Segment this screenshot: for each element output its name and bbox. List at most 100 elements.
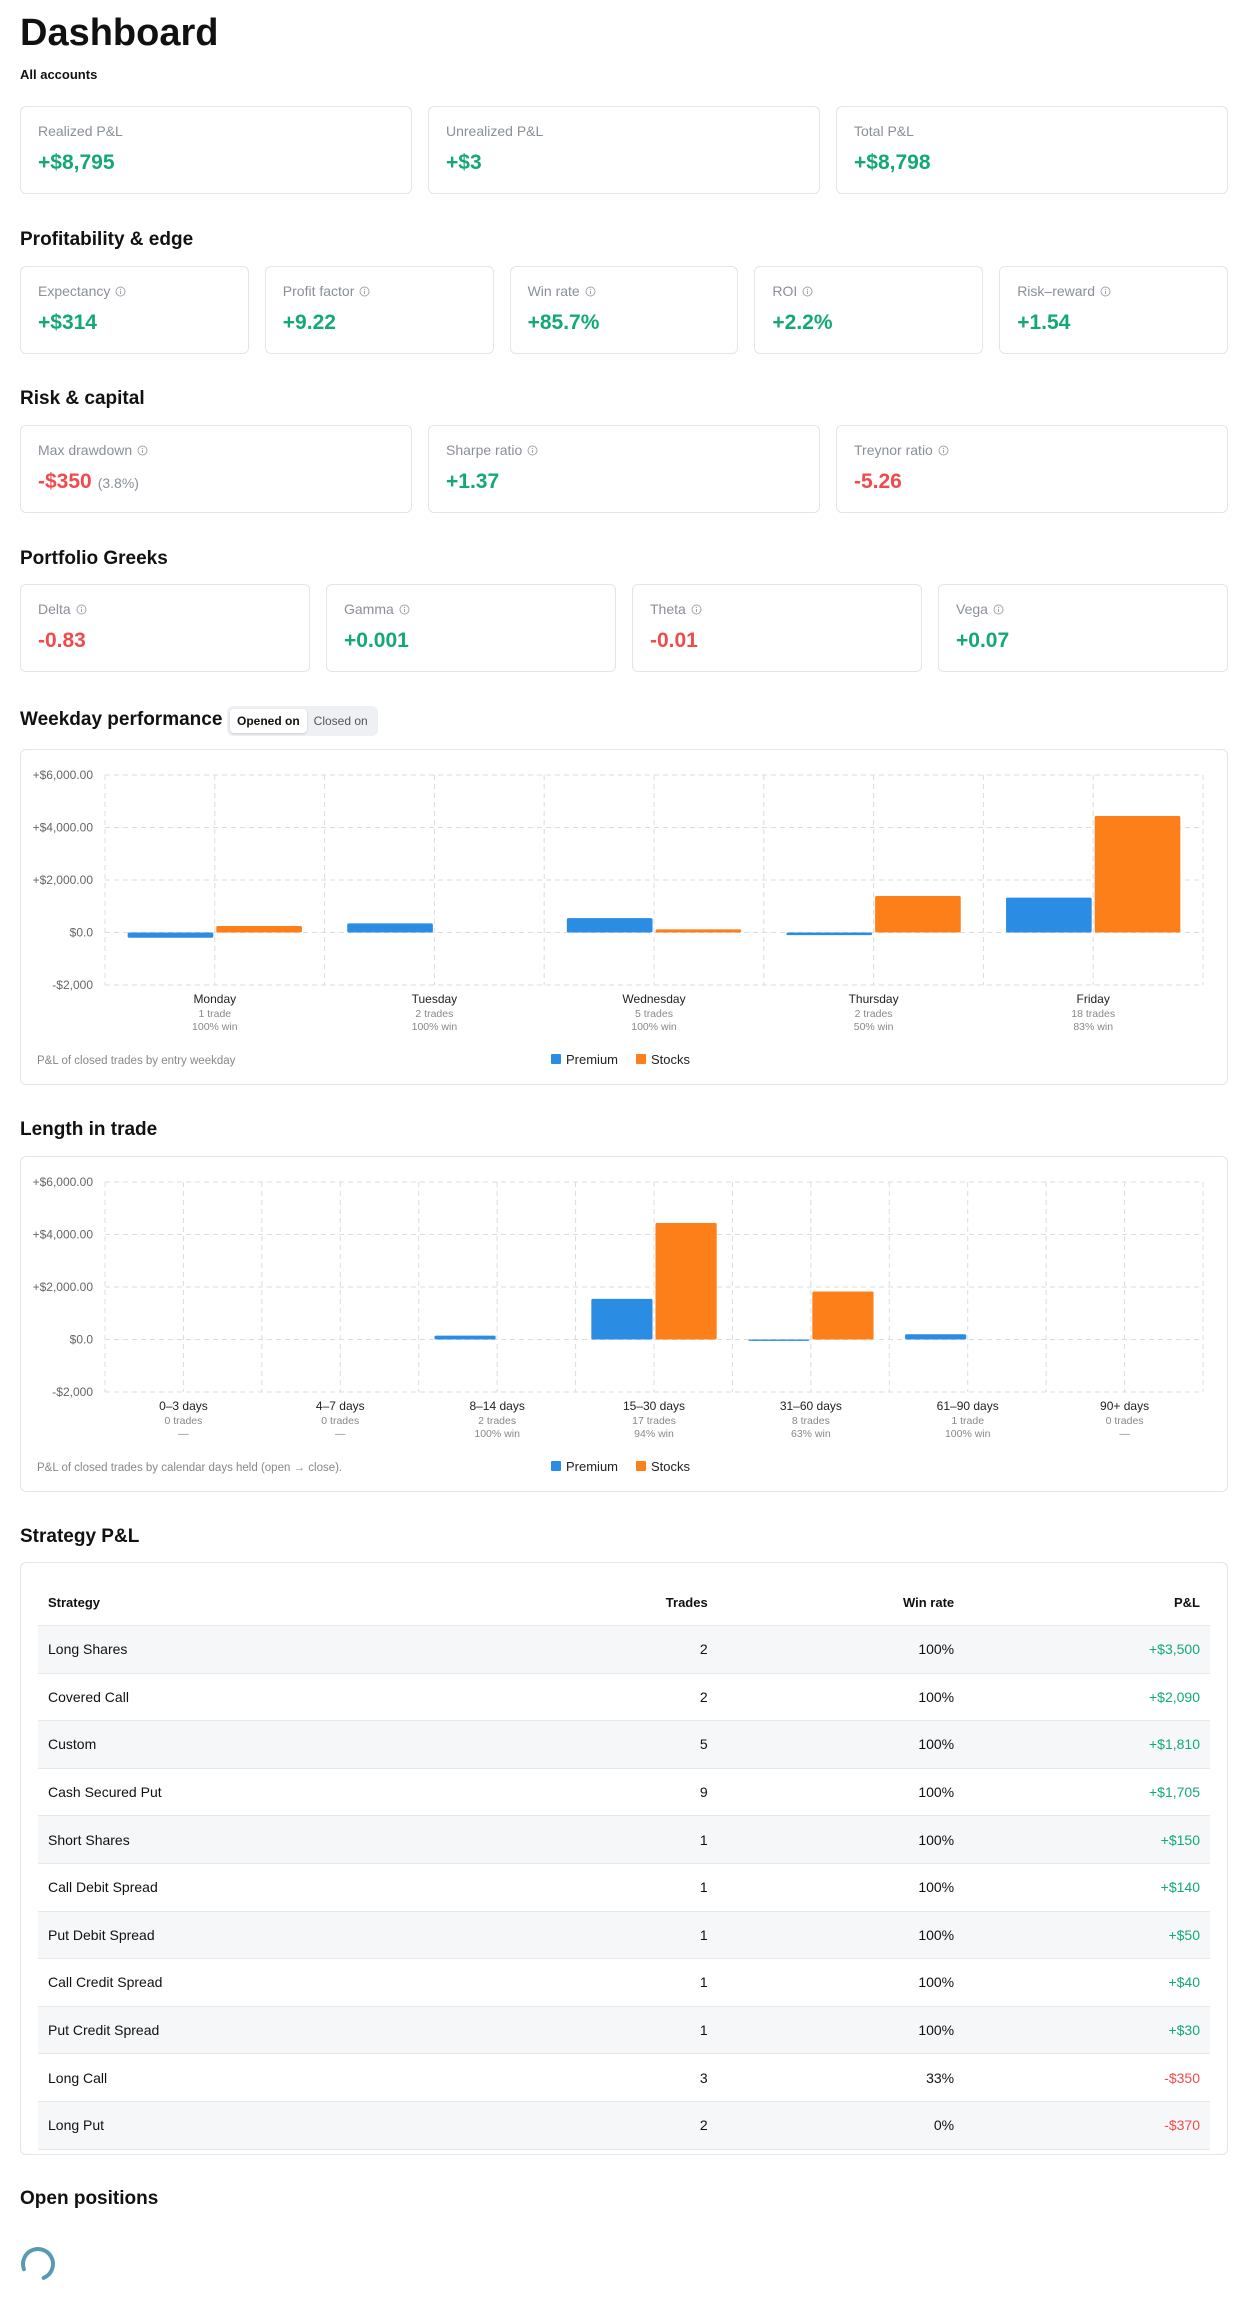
x-tick-detail: 100% win xyxy=(631,1021,677,1033)
table-cell: 3 xyxy=(503,2053,718,2102)
x-tick-detail: 2 trades xyxy=(415,1008,453,1020)
table-cell: 0% xyxy=(717,2101,965,2150)
legend-swatch xyxy=(551,1054,561,1064)
bar xyxy=(655,929,742,933)
info-circle xyxy=(137,445,148,455)
section-title: Portfolio Greeks xyxy=(20,548,168,569)
table-cell: Call Debit Spread xyxy=(38,1863,504,1912)
table-cell: 100% xyxy=(717,1673,965,1722)
table-cell: +$150 xyxy=(964,1815,1210,1864)
x-tick-detail: — xyxy=(178,1428,189,1440)
table-cell: Put Credit Spread xyxy=(38,2006,504,2055)
info-dot xyxy=(695,606,698,608)
table-cell: -$370 xyxy=(964,2101,1210,2150)
y-tick-label: +$4,000.00 xyxy=(33,821,94,835)
table-cell: 100% xyxy=(717,1768,965,1817)
greek-cards: Delta -0.83 Gamma +0.001 Theta -0.01 Vega +0.07 xyxy=(20,584,1228,672)
table-cell: 2 xyxy=(503,1673,718,1722)
header: Dashboard xyxy=(20,12,218,55)
profitability-cards: Expectancy +$314 Profit factor +9.22 Win rat… xyxy=(20,266,1228,354)
info-dot xyxy=(942,447,945,449)
info-dot xyxy=(80,606,82,608)
stat-value-row: -$350 (3.8%) xyxy=(38,470,394,494)
stat-card: Gamma +0.001 xyxy=(326,584,616,672)
stat-value-row: -0.83 xyxy=(38,629,292,653)
stat-value-row: +9.22 xyxy=(283,311,476,335)
toggle-option[interactable]: Closed on xyxy=(313,714,368,728)
table-cell: Short Shares xyxy=(38,1815,504,1864)
table-cell: Long Put xyxy=(38,2101,504,2150)
stat-label: Total P&L xyxy=(854,123,914,139)
stat-card: Total P&L +$8,798 xyxy=(836,106,1228,194)
stat-label: Profit factor xyxy=(282,283,355,299)
chart-card: -$2,000 $0.0 +$2,000.00 +$4,000.00 +$6,000.0… xyxy=(20,1156,1228,1492)
info-circle xyxy=(359,286,370,296)
table-row: Cash Secured Put 9 100% +$1,705 xyxy=(38,1768,1210,1817)
table-cell: 1 xyxy=(503,1958,718,2007)
legend-label: Premium xyxy=(566,1052,618,1067)
x-tick-detail: 50% win xyxy=(854,1021,894,1033)
x-tick-detail: 100% win xyxy=(945,1428,991,1440)
stat-value: +2.2% xyxy=(772,311,833,334)
stat-card: Delta -0.83 xyxy=(20,584,310,672)
table-cell: -$350 xyxy=(964,2053,1210,2102)
y-tick-label: +$6,000.00 xyxy=(33,768,94,782)
toggle-option[interactable]: Opened on xyxy=(230,709,307,733)
stat-card: Vega +0.07 xyxy=(938,584,1228,672)
table-cell: 100% xyxy=(717,1958,965,2007)
strategy-table: Strategy Trades Win rate P&L Long Shares 2 100… xyxy=(38,1579,1210,2150)
x-tick-label: 61–90 days xyxy=(937,1399,999,1413)
table-cell: 1 xyxy=(503,1815,718,1864)
bar xyxy=(347,923,433,933)
info-icon xyxy=(938,445,949,455)
table-cell: +$3,500 xyxy=(964,1625,1210,1674)
x-tick-detail: 83% win xyxy=(1073,1021,1113,1033)
stat-label: Realized P&L xyxy=(38,123,123,139)
stat-label-row: Expectancy xyxy=(38,283,231,299)
legend-label: Premium xyxy=(566,1459,618,1474)
legend-swatch xyxy=(636,1461,646,1471)
stat-label-row: Win rate xyxy=(528,283,721,299)
table-row: Short Shares 1 100% +$150 xyxy=(38,1815,1210,1864)
stat-value-row: +1.37 xyxy=(446,470,802,494)
x-tick-detail: 100% win xyxy=(412,1021,458,1033)
stat-label-row: Delta xyxy=(38,601,292,617)
bar xyxy=(905,1334,967,1340)
x-tick-detail: 0 trades xyxy=(321,1415,359,1427)
stat-label: Theta xyxy=(650,601,686,617)
table-card: Strategy Trades Win rate P&L Long Shares 2 100… xyxy=(20,1562,1228,2155)
y-tick-label: -$2,000 xyxy=(52,978,93,992)
bar xyxy=(655,1222,717,1340)
info-dot xyxy=(364,288,366,290)
loading-spinner xyxy=(21,2247,55,2281)
x-tick-detail: 18 trades xyxy=(1071,1008,1115,1020)
table-cell: 100% xyxy=(717,1863,965,1912)
table-row: Call Credit Spread 1 100% +$40 xyxy=(38,1958,1210,2007)
stat-value-row: +$8,795 xyxy=(38,151,394,175)
info-icon xyxy=(585,286,596,296)
table-cell: 1 xyxy=(503,2006,718,2055)
info-dot xyxy=(807,288,809,290)
info-icon xyxy=(137,445,148,455)
table-cell: 2 xyxy=(503,2101,718,2150)
bar xyxy=(1094,815,1181,933)
stat-card: Expectancy +$314 xyxy=(20,266,249,354)
section-title: Profitability & edge xyxy=(20,229,194,250)
stat-label-row: ROI xyxy=(772,283,965,299)
stat-value: +9.22 xyxy=(282,311,336,334)
stat-value-row: +0.001 xyxy=(344,629,598,653)
info-icon xyxy=(802,286,813,296)
x-tick-detail: 17 trades xyxy=(632,1415,676,1427)
column-header: Trades xyxy=(503,1579,718,1626)
page-title: Dashboard xyxy=(20,12,219,54)
table-cell: 100% xyxy=(717,1911,965,1960)
y-tick-label: +$2,000.00 xyxy=(33,873,94,887)
stat-value: -0.83 xyxy=(38,629,86,652)
stat-label-row: Vega xyxy=(956,601,1210,617)
stat-card: Theta -0.01 xyxy=(632,584,922,672)
x-tick-detail: 94% win xyxy=(634,1428,674,1440)
chart: -$2,000 $0.0 +$2,000.00 +$4,000.00 +$6,000.0… xyxy=(33,768,1204,1067)
info-icon xyxy=(76,604,87,614)
bar xyxy=(566,918,653,933)
table-cell: 100% xyxy=(717,1625,965,1674)
